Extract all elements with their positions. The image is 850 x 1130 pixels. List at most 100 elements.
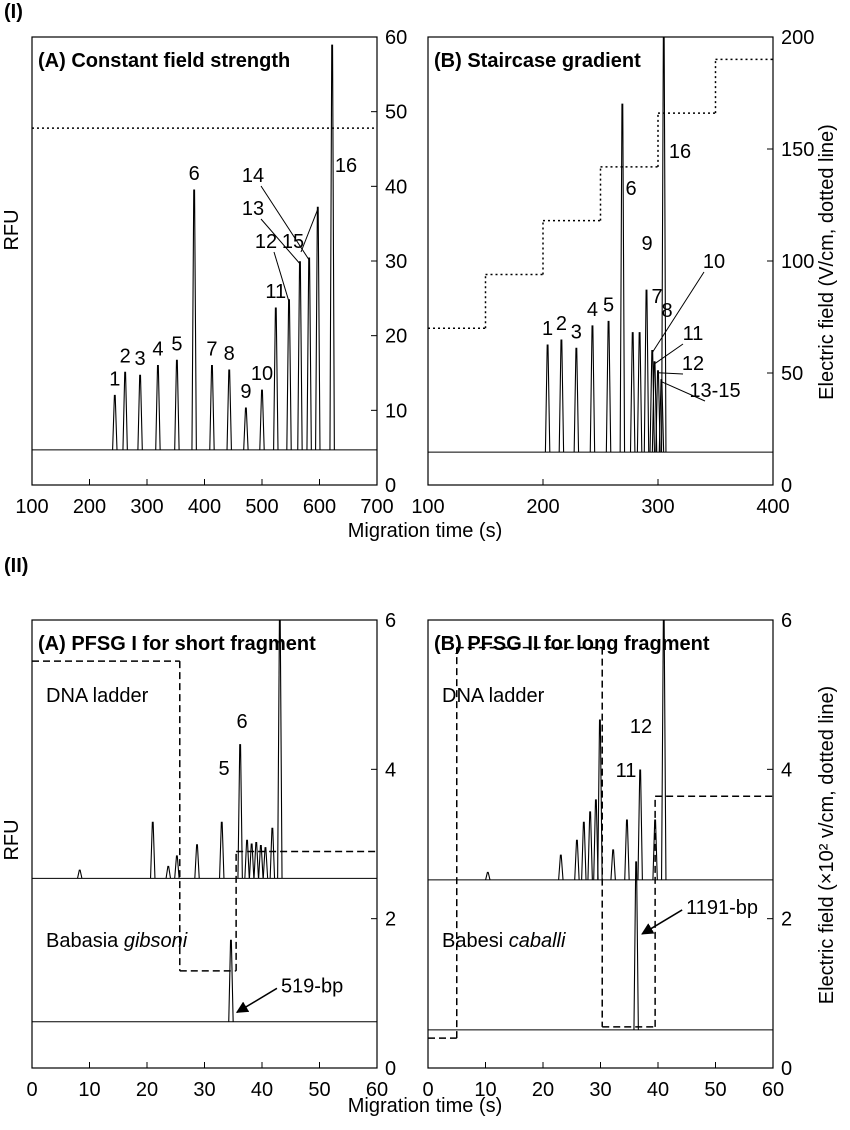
y-tick-label: 6	[781, 610, 792, 632]
peak-label: 11	[265, 281, 286, 303]
x-tick-label: 10	[78, 1079, 100, 1101]
plot-area	[32, 620, 377, 1023]
peak-label: 13	[242, 198, 264, 220]
plot-frame	[31, 36, 378, 486]
peak	[643, 289, 650, 453]
leader-line	[654, 343, 684, 365]
y-tick-label: 4	[385, 759, 396, 781]
leader-line	[273, 251, 290, 302]
peak-label: 12	[630, 716, 652, 738]
section-label: (I)	[4, 1, 23, 23]
peak	[574, 839, 580, 880]
x-tick-label: 40	[647, 1079, 669, 1101]
annotation-arrow	[235, 987, 278, 1013]
peak	[209, 364, 215, 450]
peak	[629, 332, 636, 453]
y2-axis-label: Electric field (V/cm, dotted line)	[816, 124, 838, 400]
peak-label: 3	[571, 321, 582, 343]
y-tick-label: 60	[385, 27, 407, 49]
peak	[661, 620, 667, 880]
leader-line	[657, 372, 684, 375]
peak	[589, 325, 596, 453]
trace-name-text: Babasia	[46, 930, 119, 952]
peak-label: 9	[240, 381, 251, 403]
x-axis-label: Migration time (s)	[348, 1095, 502, 1117]
section-label: (II)	[4, 555, 28, 577]
peak	[165, 865, 172, 879]
x-tick-label: 200	[73, 496, 106, 518]
peak-label: 4	[587, 299, 598, 321]
peak	[269, 827, 276, 879]
peak	[259, 389, 265, 450]
x-tick-label: 60	[762, 1079, 784, 1101]
peak	[262, 847, 269, 879]
peak	[655, 370, 661, 453]
peak	[228, 939, 234, 1022]
x-tick-label: 30	[589, 1079, 611, 1101]
peak-label: 1	[109, 368, 120, 390]
trace-name: DNA ladder	[46, 685, 149, 707]
peak	[558, 339, 565, 453]
peak	[137, 374, 143, 450]
plot-area	[428, 620, 773, 1039]
peak	[273, 307, 279, 450]
trace-name-text: DNA ladder	[46, 685, 149, 707]
peak	[174, 359, 180, 450]
peak	[315, 206, 321, 450]
peak	[237, 744, 243, 879]
peak-label: 12	[682, 353, 704, 375]
peak	[191, 189, 197, 450]
peak	[112, 394, 118, 450]
peak-label: 15	[282, 231, 304, 253]
peak	[155, 364, 161, 450]
panel: (I) RFU Electric field (V/cm, dotted line)…	[1, 1, 838, 542]
panel-title: (A) PFSG I for short fragment	[38, 633, 316, 655]
peak	[610, 849, 616, 880]
peak-label: 12	[255, 231, 277, 253]
peak	[624, 819, 630, 880]
peak	[248, 843, 255, 879]
peak-label: 7	[206, 339, 217, 361]
peak-label: 16	[669, 141, 691, 163]
x-tick-label: 30	[193, 1079, 215, 1101]
peak	[593, 799, 599, 880]
peak-label: 6	[236, 711, 247, 733]
peak	[150, 821, 156, 879]
peak	[277, 620, 283, 879]
y-axis-label: RFU	[1, 209, 23, 250]
trace-name-italic: gibsoni	[124, 930, 188, 952]
peak-label: 2	[120, 345, 131, 367]
peak-label: 13-15	[689, 380, 740, 402]
leader-line	[260, 185, 310, 261]
peak	[661, 37, 667, 453]
x-tick-label: 500	[245, 496, 278, 518]
x-axis-label: Migration time (s)	[348, 520, 502, 542]
peak-label: 2	[556, 313, 567, 335]
leader-line	[661, 381, 706, 402]
trace-name-text: DNA ladder	[442, 685, 545, 707]
peak	[226, 369, 232, 450]
x-tick-label: 20	[532, 1079, 554, 1101]
x-tick-label: 300	[641, 496, 674, 518]
peak	[329, 44, 335, 450]
peak	[597, 719, 603, 880]
peak-label: 10	[251, 363, 273, 385]
peak	[286, 299, 292, 450]
trace-name-text: Babesi	[442, 930, 503, 952]
y-tick-label: 200	[781, 27, 814, 49]
peak-label: 1	[542, 318, 553, 340]
y-tick-label: 50	[781, 363, 803, 385]
y-tick-label: 50	[385, 102, 407, 124]
peak	[122, 371, 128, 450]
peak-label: 11	[683, 323, 704, 345]
annotation: 519-bp	[281, 975, 343, 997]
peak-label: 11	[616, 760, 637, 782]
peak	[587, 811, 593, 880]
y-tick-label: 2	[385, 909, 396, 931]
plot-area	[32, 44, 377, 451]
peak	[605, 320, 612, 453]
trace-name-italic: caballi	[509, 930, 566, 952]
peak-label: 7	[651, 286, 662, 308]
